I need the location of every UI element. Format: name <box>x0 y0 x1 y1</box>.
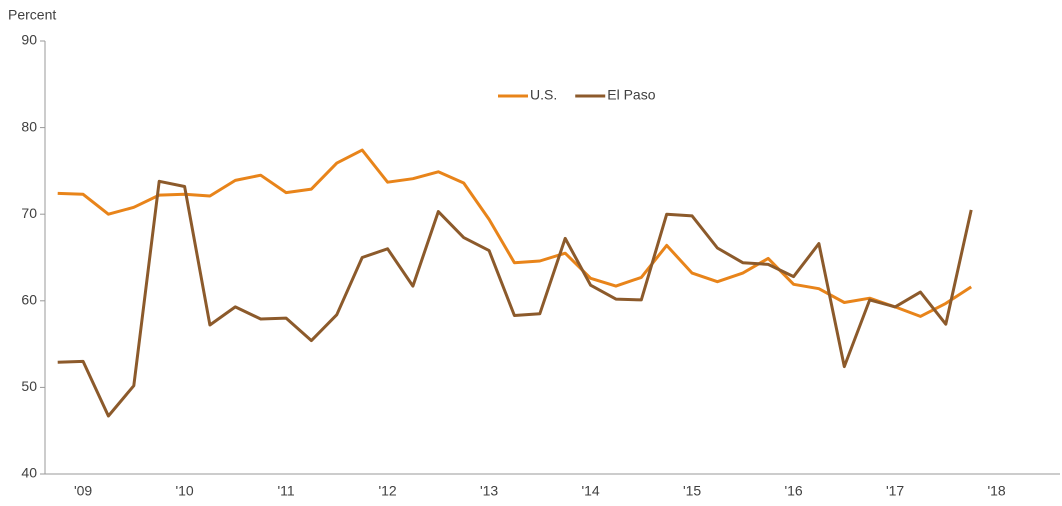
legend-label: El Paso <box>607 87 655 103</box>
x-tick-label: '09 <box>74 483 92 499</box>
x-tick-label: '17 <box>886 483 904 499</box>
x-tick-label: '11 <box>277 483 294 499</box>
y-tick-label: 70 <box>21 205 37 221</box>
x-tick-label: '14 <box>581 483 599 499</box>
line-series <box>57 148 973 318</box>
x-tick-label: '16 <box>784 483 802 499</box>
x-tick-label: '15 <box>683 483 701 499</box>
y-tick-label: 40 <box>21 465 37 481</box>
y-tick-label: 50 <box>21 378 37 394</box>
y-axis-label: Percent <box>8 7 56 23</box>
x-tick-label: '13 <box>480 483 498 499</box>
x-tick-label: '12 <box>378 483 396 499</box>
y-tick-label: 60 <box>21 292 37 308</box>
y-tick-label: 90 <box>21 32 37 48</box>
line-series <box>57 179 973 418</box>
y-tick-label: 80 <box>21 118 37 134</box>
x-tick-label: '18 <box>987 483 1005 499</box>
x-tick-label: '10 <box>175 483 193 499</box>
legend-label: U.S. <box>530 87 557 103</box>
